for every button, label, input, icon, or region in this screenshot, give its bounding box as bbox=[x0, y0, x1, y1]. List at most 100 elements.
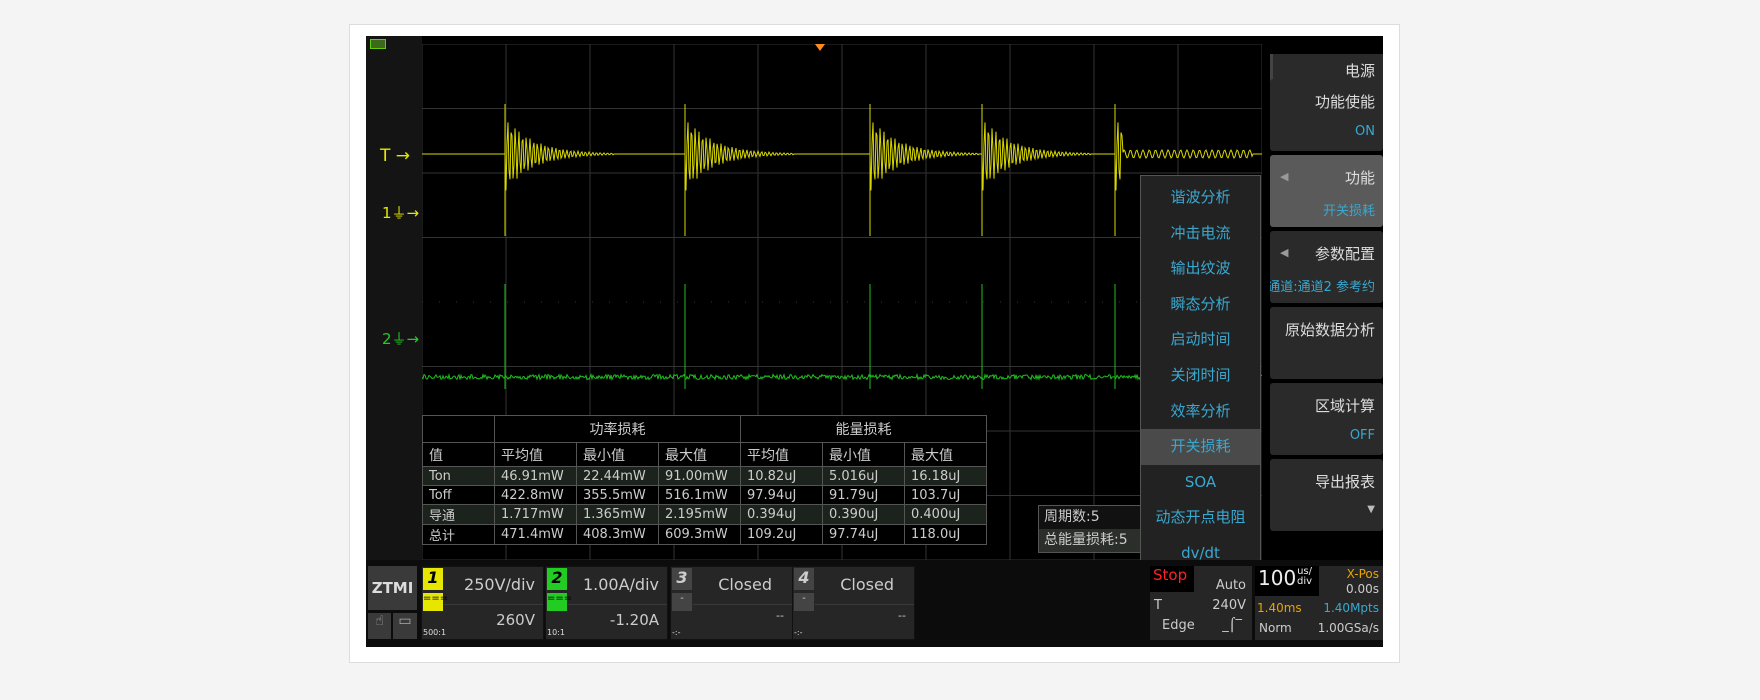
more-down-icon[interactable]: ▼ bbox=[1270, 504, 1375, 515]
trigger-mode: Auto bbox=[1216, 578, 1246, 593]
column-header: 平均值 bbox=[495, 443, 577, 467]
trigger-marker-label: T bbox=[380, 146, 390, 166]
table-cell: 471.4mW bbox=[495, 525, 577, 545]
vertical-offset[interactable]: 260V bbox=[496, 611, 535, 629]
rising-edge-icon: _⌠‾ bbox=[1222, 618, 1242, 633]
menu-item-1[interactable]: 功能使能 ON bbox=[1270, 79, 1383, 151]
vertical-scale[interactable]: Closed bbox=[840, 575, 894, 594]
trigger-panel[interactable]: Stop Auto T 240V Edge _⌠‾ bbox=[1150, 566, 1252, 640]
gesture-icon[interactable]: ▭ bbox=[393, 613, 417, 639]
coupling-dc-icon[interactable]: - bbox=[794, 593, 814, 611]
marker-strip: T → 1⏚→ 2⏚→ bbox=[366, 36, 422, 560]
dropdown-option[interactable]: 谐波分析 bbox=[1141, 180, 1260, 216]
vertical-scale[interactable]: 1.00A/div bbox=[583, 575, 659, 594]
channel-1-panel[interactable]: 1 === 500:1 250V/div 260V bbox=[421, 566, 544, 640]
time-scale-value: 100 bbox=[1258, 566, 1296, 590]
table-cell: 355.5mW bbox=[577, 486, 659, 505]
touch-icon[interactable]: ☝ bbox=[368, 613, 391, 639]
probe-ratio: 10:1 bbox=[547, 628, 565, 637]
run-status-icon bbox=[370, 39, 386, 49]
channel-2-panel[interactable]: 2 === 10:1 1.00A/div -1.20A bbox=[545, 566, 668, 640]
time-scale[interactable]: 100 us/div bbox=[1255, 566, 1319, 596]
coupling-dc-icon[interactable]: === bbox=[547, 593, 567, 611]
table-cell: 16.18uJ bbox=[905, 467, 987, 486]
probe-ratio: -:- bbox=[672, 628, 680, 637]
menu-item-3[interactable]: ◀ 参数配置 通道:通道2 参考约 bbox=[1270, 231, 1383, 303]
trigger-type: Edge bbox=[1162, 618, 1195, 633]
dropdown-option[interactable]: 瞬态分析 bbox=[1141, 287, 1260, 323]
channel-4-panel[interactable]: 4 - -:- Closed -- bbox=[792, 566, 915, 640]
table-cell: 91.00mW bbox=[659, 467, 741, 486]
xpos-value: 0.00s bbox=[1346, 582, 1379, 596]
group-header-energy: 能量损耗 bbox=[741, 416, 987, 443]
table-cell: 422.8mW bbox=[495, 486, 577, 505]
ch2-marker-label: 2 bbox=[382, 330, 392, 348]
time-unit-bottom: div bbox=[1297, 576, 1312, 587]
channel-number[interactable]: 4 bbox=[794, 568, 814, 590]
xpos-label: X-Pos bbox=[1347, 567, 1379, 581]
table-cell: 导通 bbox=[423, 505, 495, 525]
coupling-dc-icon[interactable]: - bbox=[672, 593, 692, 611]
menu-item-2[interactable]: ◀ 功能 开关损耗 bbox=[1270, 155, 1383, 227]
table-row: Ton 46.91mW 22.44mW 91.00mW 10.82uJ 5.016uJ 16… bbox=[423, 467, 987, 486]
menu-item-6[interactable]: 导出报表 ▼ bbox=[1270, 459, 1383, 531]
menu-item-4[interactable]: 原始数据分析 bbox=[1270, 307, 1383, 379]
menu-item-value: 开关损耗 bbox=[1270, 200, 1375, 219]
table-cell: 97.74uJ bbox=[823, 525, 905, 545]
left-arrow-icon: ◀ bbox=[1280, 246, 1288, 259]
run-stop-state[interactable]: Stop bbox=[1150, 566, 1194, 592]
ztmi-logo-button[interactable]: ZTMI bbox=[368, 566, 417, 610]
vertical-scale[interactable]: Closed bbox=[718, 575, 772, 594]
vertical-scale[interactable]: 250V/div bbox=[464, 575, 535, 594]
column-header: 最小值 bbox=[823, 443, 905, 467]
menu-item-value: OFF bbox=[1270, 428, 1375, 443]
dropdown-option[interactable]: 输出纹波 bbox=[1141, 251, 1260, 287]
table-cell: 408.3mW bbox=[577, 525, 659, 545]
dropdown-option[interactable]: 开关损耗 bbox=[1141, 429, 1260, 465]
coupling-dc-icon[interactable]: === bbox=[423, 593, 443, 611]
vertical-offset[interactable]: -1.20A bbox=[610, 611, 659, 629]
table-cell: Toff bbox=[423, 486, 495, 505]
table-cell: 516.1mW bbox=[659, 486, 741, 505]
table-corner bbox=[423, 416, 495, 443]
menu-item-5[interactable]: 区域计算 OFF bbox=[1270, 383, 1383, 455]
channel-number[interactable]: 2 bbox=[547, 568, 567, 590]
switching-loss-table: 功率损耗 能量损耗 值平均值 最小值 最大值 平均值 最小值 最大值 Ton 46.91mW… bbox=[422, 415, 987, 545]
function-dropdown[interactable]: 谐波分析 冲击电流 输出纹波 瞬态分析 启动时间 关闭时间 效率分析 开关损耗 SOA 动态开点电… bbox=[1140, 175, 1261, 586]
dropdown-option[interactable]: 冲击电流 bbox=[1141, 216, 1260, 252]
column-header: 最大值 bbox=[905, 443, 987, 467]
dropdown-option[interactable]: 启动时间 bbox=[1141, 322, 1260, 358]
trigger-level-marker[interactable]: T → bbox=[380, 146, 410, 166]
menu-item-label: 原始数据分析 bbox=[1270, 319, 1375, 340]
vertical-offset[interactable]: -- bbox=[898, 609, 906, 622]
table-cell: 109.2uJ bbox=[741, 525, 823, 545]
oscilloscope-screen: T → 1⏚→ 2⏚→ 功率损耗 能量损耗 值平均值 最小值 最大值 平均值 最小值 最大… bbox=[366, 36, 1383, 647]
table-row: 导通 1.717mW 1.365mW 2.195mW 0.394uJ 0.390uJ 0.4… bbox=[423, 505, 987, 525]
ch1-offset-marker[interactable]: 1⏚→ bbox=[382, 202, 419, 223]
cycle-count: 周期数:5 bbox=[1039, 506, 1144, 529]
dropdown-option[interactable]: 关闭时间 bbox=[1141, 358, 1260, 394]
cycle-info-box: 周期数:5 总能量损耗:5 bbox=[1038, 505, 1145, 553]
table-cell: 22.44mW bbox=[577, 467, 659, 486]
ch1-marker-label: 1 bbox=[382, 204, 392, 222]
table-cell: 0.390uJ bbox=[823, 505, 905, 525]
menu-item-label: 导出报表 bbox=[1270, 471, 1375, 492]
table-cell: 91.79uJ bbox=[823, 486, 905, 505]
left-arrow-icon: ◀ bbox=[1280, 170, 1288, 183]
dropdown-option[interactable]: 效率分析 bbox=[1141, 394, 1260, 430]
table-cell: 2.195mW bbox=[659, 505, 741, 525]
table-cell: 46.91mW bbox=[495, 467, 577, 486]
timebase-panel[interactable]: 100 us/div X-Pos 0.00s 1.40ms 1.40Mpts No… bbox=[1255, 566, 1383, 640]
vertical-offset[interactable]: -- bbox=[776, 609, 784, 622]
sample-rate: 1.00GSa/s bbox=[1318, 621, 1379, 635]
table-cell: 118.0uJ bbox=[905, 525, 987, 545]
dropdown-option[interactable]: SOA bbox=[1141, 465, 1260, 501]
table-cell: 609.3mW bbox=[659, 525, 741, 545]
dropdown-option[interactable]: 动态开点电阻 bbox=[1141, 500, 1260, 536]
channel-3-panel[interactable]: 3 - -:- Closed -- bbox=[670, 566, 793, 640]
table-cell: 0.400uJ bbox=[905, 505, 987, 525]
trigger-position-icon[interactable] bbox=[815, 44, 825, 51]
channel-number[interactable]: 1 bbox=[423, 568, 443, 590]
ch2-offset-marker[interactable]: 2⏚→ bbox=[382, 328, 419, 349]
channel-number[interactable]: 3 bbox=[672, 568, 692, 590]
